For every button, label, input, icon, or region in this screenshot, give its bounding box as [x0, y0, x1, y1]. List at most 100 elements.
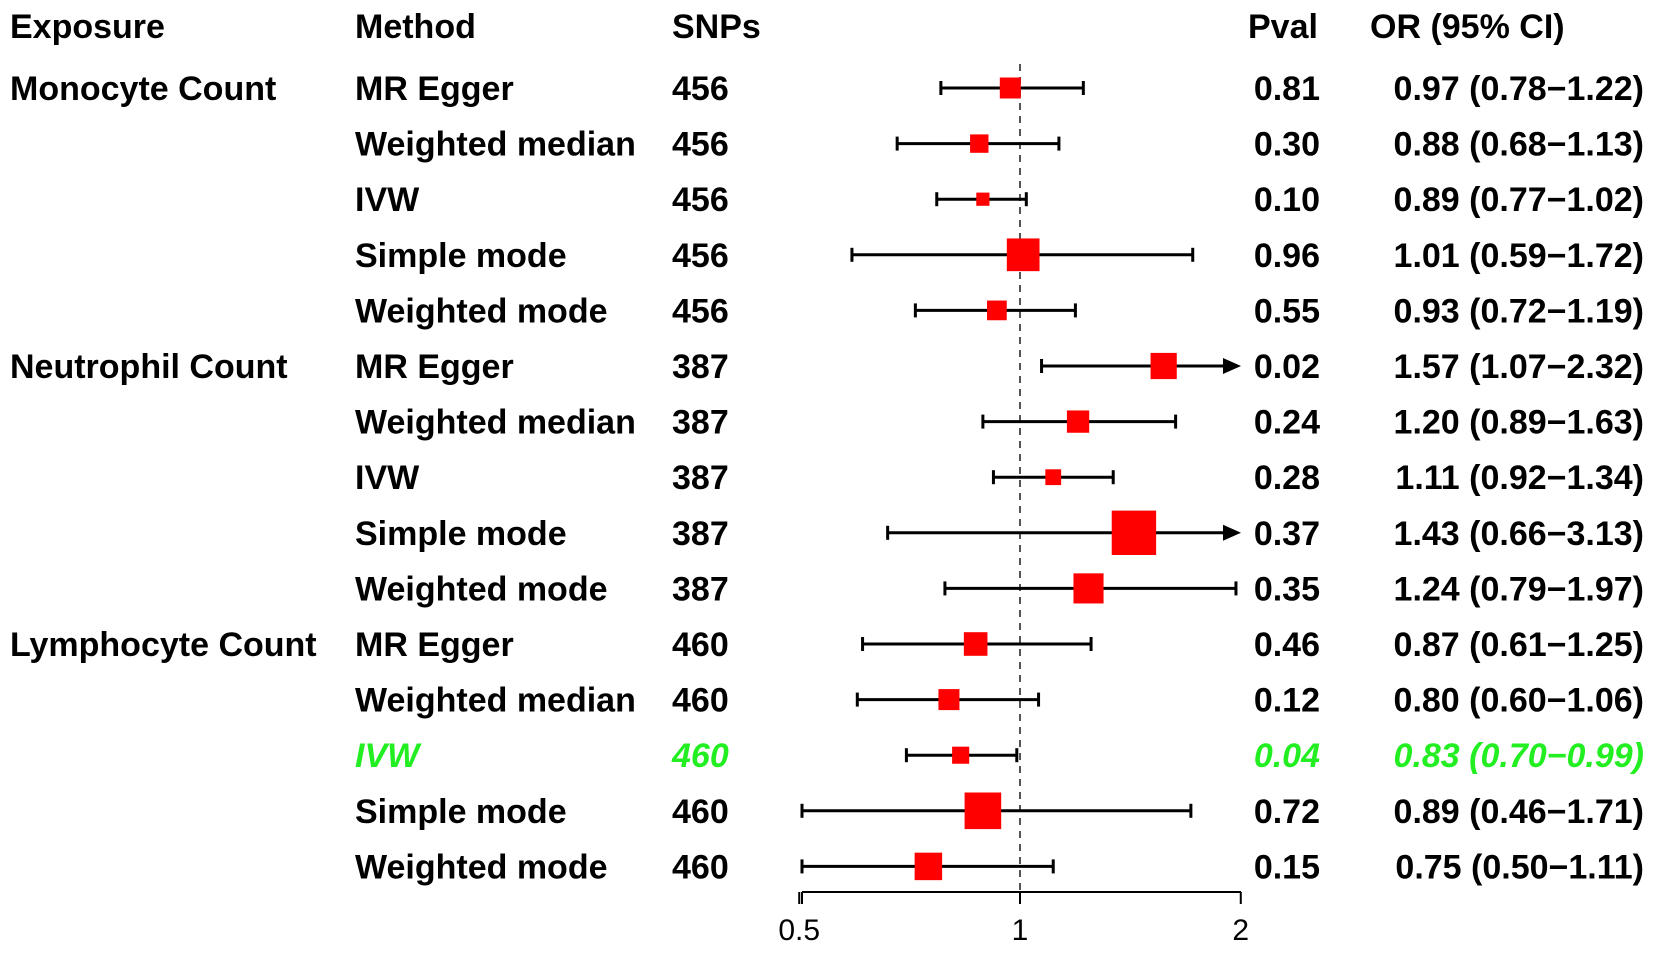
snps-value: 387	[672, 459, 729, 497]
table-row: IVW 456 0.10 0.89 (0.77−1.02)	[355, 181, 1644, 219]
or-ci-value: 0.93 (0.72−1.19)	[1394, 292, 1644, 330]
point-estimate	[1066, 410, 1090, 433]
point-estimate	[964, 792, 1002, 830]
pval-value: 0.46	[1254, 626, 1320, 664]
header-exposure: Exposure	[10, 8, 165, 46]
method-label: Weighted median	[355, 404, 636, 442]
snps-value: 387	[672, 404, 729, 442]
snps-value: 387	[672, 570, 729, 608]
pval-value: 0.24	[1254, 404, 1320, 442]
exposure-label: Lymphocyte Count	[10, 626, 317, 664]
method-label: Weighted mode	[355, 848, 608, 886]
or-ci-value: 1.20 (0.89−1.63)	[1394, 404, 1644, 442]
header-snps: SNPs	[672, 8, 761, 46]
point-estimate	[1006, 238, 1040, 272]
point-estimate	[938, 689, 960, 711]
table-row: Neutrophil Count MR Egger 387 0.02 1.57 (1.0…	[10, 348, 1644, 386]
header-pval: Pval	[1248, 8, 1318, 46]
point-estimate	[1073, 573, 1104, 604]
table-row: Weighted median 387 0.24 1.20 (0.89−1.63)	[355, 404, 1644, 442]
method-label: MR Egger	[355, 626, 514, 664]
or-ci-value: 0.75 (0.50−1.11)	[1395, 848, 1644, 886]
ci-arrow	[1223, 524, 1241, 541]
point-estimate	[976, 192, 990, 206]
method-label: IVW	[355, 181, 420, 219]
or-ci-value: 1.11 (0.92−1.34)	[1395, 459, 1644, 497]
pval-value: 0.96	[1254, 237, 1320, 275]
pval-value: 0.37	[1254, 515, 1320, 553]
header-or-ci: OR (95% CI)	[1370, 8, 1565, 46]
point-estimate	[963, 632, 988, 656]
point-estimate	[1045, 469, 1062, 486]
pval-value: 0.30	[1254, 126, 1320, 164]
method-label: Weighted median	[355, 682, 636, 720]
x-axis: 0.5 1 2	[778, 891, 1249, 947]
column-headers: Exposure Method SNPs Pval OR (95% CI)	[10, 8, 1565, 46]
table-row: Simple mode 387 0.37 1.43 (0.66−3.13)	[355, 515, 1644, 553]
method-label: IVW	[355, 737, 422, 775]
or-ci-value: 0.87 (0.61−1.25)	[1394, 626, 1644, 664]
x-tick-label: 0.5	[778, 914, 820, 947]
or-ci-value: 1.24 (0.79−1.97)	[1394, 570, 1644, 608]
snps-value: 460	[671, 737, 729, 775]
snps-value: 456	[672, 237, 729, 275]
or-ci-value: 1.43 (0.66−3.13)	[1394, 515, 1644, 553]
point-estimate	[1111, 510, 1157, 555]
pval-value: 0.72	[1254, 793, 1320, 831]
table-row: IVW 460 0.04 0.83 (0.70−0.99)	[355, 737, 1644, 775]
table-row: Simple mode 456 0.96 1.01 (0.59−1.72)	[355, 237, 1644, 275]
pval-value: 0.35	[1254, 570, 1320, 608]
table-row: IVW 387 0.28 1.11 (0.92−1.34)	[355, 459, 1644, 497]
pval-value: 0.10	[1254, 181, 1320, 219]
snps-value: 387	[672, 515, 729, 553]
snps-value: 460	[672, 848, 729, 886]
snps-value: 460	[672, 626, 729, 664]
x-tick-label: 1	[1012, 914, 1029, 947]
table-row: Simple mode 460 0.72 0.89 (0.46−1.71)	[355, 793, 1644, 831]
snps-value: 460	[672, 682, 729, 720]
table-row: Weighted mode 456 0.55 0.93 (0.72−1.19)	[355, 292, 1644, 330]
plot-area	[800, 64, 1241, 892]
or-ci-value: 0.80 (0.60−1.06)	[1394, 682, 1644, 720]
header-method: Method	[355, 8, 476, 46]
ci-arrow	[1223, 358, 1241, 374]
pval-value: 0.81	[1254, 70, 1320, 108]
point-estimate	[952, 746, 970, 764]
snps-value: 456	[672, 292, 729, 330]
method-label: MR Egger	[355, 348, 514, 386]
pval-value: 0.55	[1254, 292, 1320, 330]
or-ci-value: 0.89 (0.77−1.02)	[1394, 181, 1644, 219]
method-label: IVW	[355, 459, 420, 497]
table-row: Monocyte Count MR Egger 456 0.81 0.97 (0.78−…	[10, 70, 1644, 108]
snps-value: 456	[672, 126, 729, 164]
point-estimate	[999, 77, 1021, 99]
table-row: Weighted mode 460 0.15 0.75 (0.50−1.11)	[355, 848, 1644, 886]
or-ci-value: 0.83 (0.70−0.99)	[1394, 737, 1644, 775]
point-estimate	[987, 300, 1007, 321]
pval-value: 0.04	[1254, 737, 1320, 775]
point-estimate	[914, 852, 943, 881]
exposure-label: Monocyte Count	[10, 70, 276, 108]
or-ci-value: 0.89 (0.46−1.71)	[1394, 793, 1644, 831]
method-label: Simple mode	[355, 515, 567, 553]
pval-value: 0.02	[1254, 348, 1320, 386]
snps-value: 456	[672, 70, 729, 108]
or-ci-value: 0.97 (0.78−1.22)	[1394, 70, 1644, 108]
table-row: Weighted median 460 0.12 0.80 (0.60−1.06)	[355, 682, 1644, 720]
snps-value: 387	[672, 348, 729, 386]
x-tick-label: 2	[1232, 914, 1249, 947]
or-ci-value: 0.88 (0.68−1.13)	[1394, 126, 1644, 164]
point-estimate	[1150, 352, 1177, 380]
method-label: Simple mode	[355, 237, 567, 275]
method-label: Weighted mode	[355, 570, 608, 608]
point-estimate	[970, 134, 989, 153]
or-ci-value: 1.57 (1.07−2.32)	[1394, 348, 1644, 386]
or-ci-value: 1.01 (0.59−1.72)	[1394, 237, 1644, 275]
pval-value: 0.15	[1254, 848, 1320, 886]
snps-value: 456	[672, 181, 729, 219]
method-label: Weighted median	[355, 126, 636, 164]
pval-value: 0.28	[1254, 459, 1320, 497]
table-rows: Monocyte Count MR Egger 456 0.81 0.97 (0.78−…	[10, 70, 1644, 886]
exposure-label: Neutrophil Count	[10, 348, 288, 386]
